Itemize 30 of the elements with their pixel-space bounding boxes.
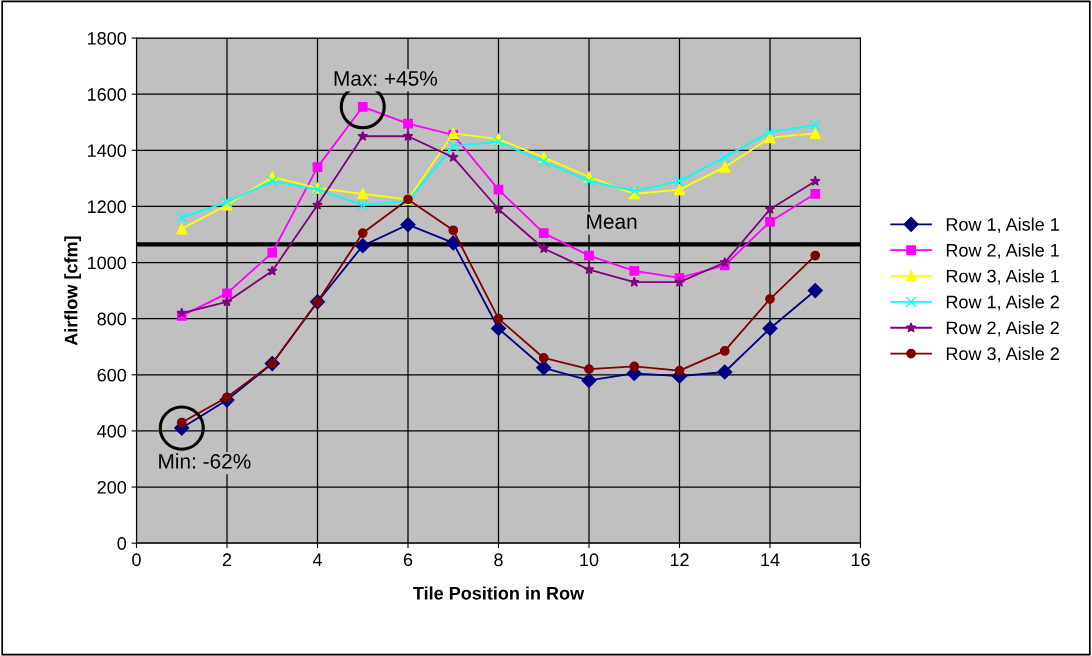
legend-label: Row 3, Aisle 1 <box>946 269 1059 285</box>
x-tick-label: 10 <box>580 553 599 567</box>
x-tick-label: 16 <box>851 553 870 567</box>
y-tick-label: 1000 <box>87 256 127 270</box>
x-tick-label: 6 <box>403 553 413 567</box>
x-tick-label: 4 <box>312 553 322 566</box>
x-tick-label: 12 <box>670 553 689 566</box>
x-tick-label: 0 <box>132 553 141 567</box>
legend-label: Row 2, Aisle 2 <box>946 320 1059 337</box>
y-tick-label: 1800 <box>87 31 127 45</box>
y-tick-label: 1600 <box>87 88 127 101</box>
legend-label: Row 1, Aisle 2 <box>946 295 1059 311</box>
legend-label: Row 1, Aisle 1 <box>946 217 1059 233</box>
y-tick-label: 200 <box>97 480 127 494</box>
y-axis-title: Airflow [cfm] <box>64 236 82 346</box>
annotation: Max: +45% <box>334 71 438 86</box>
legend-label: Row 2, Aisle 1 <box>946 243 1059 259</box>
annotation: Min: -62% <box>159 453 251 469</box>
x-tick-label: 8 <box>494 553 503 567</box>
ref-line-label: Mean <box>587 214 637 229</box>
y-tick-label: 0 <box>117 537 127 550</box>
y-tick-label: 1400 <box>87 144 127 158</box>
legend-label: Row 3, Aisle 2 <box>946 346 1059 363</box>
x-axis-title: Tile Position in Row <box>413 586 585 600</box>
y-tick-label: 600 <box>97 368 127 382</box>
y-tick-label: 400 <box>97 424 127 438</box>
y-tick-label: 1200 <box>87 200 127 214</box>
y-tick-label: 800 <box>97 312 127 326</box>
x-tick-label: 2 <box>222 553 232 566</box>
x-tick-label: 14 <box>761 553 780 566</box>
